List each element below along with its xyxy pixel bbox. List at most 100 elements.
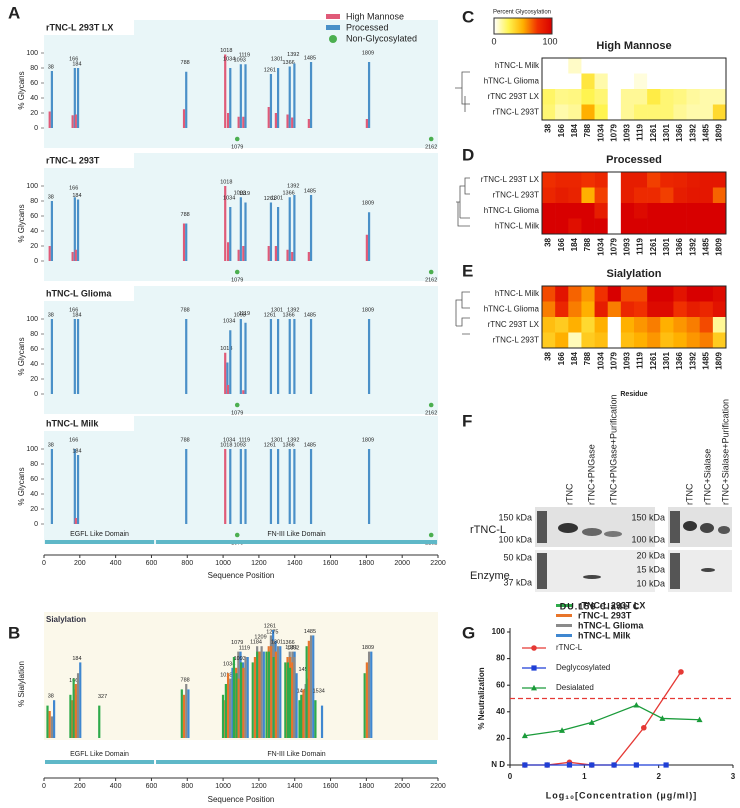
bar (265, 651, 268, 738)
site-label: 1485 (304, 442, 316, 448)
bar (182, 223, 186, 261)
non-glycosylated-label: 2162 (425, 410, 437, 416)
bar (76, 455, 80, 524)
column-label: 1119 (636, 351, 645, 368)
x-axis-label: Residue (620, 391, 647, 398)
heatmap-cell (581, 104, 595, 121)
heatmap-cell (581, 172, 595, 188)
site-label: 1093 (234, 312, 246, 318)
heatmap-cell (542, 218, 556, 235)
column-label: 1079 (609, 351, 618, 369)
marker-label: 10 kDa (636, 578, 665, 588)
heatmap-title: Sialylation (606, 268, 661, 280)
site-label: 1485 (304, 188, 316, 194)
bar (237, 678, 240, 738)
bar (309, 319, 313, 394)
x-tick-label: 1800 (359, 560, 375, 567)
bar (300, 694, 303, 738)
row-label: Enzyme (470, 570, 510, 582)
bar (221, 694, 225, 738)
bar (288, 319, 291, 394)
bar (276, 207, 280, 261)
y-tick-label: 80 (30, 331, 38, 338)
site-label: 1301 (271, 195, 283, 201)
column-label: 1261 (649, 351, 658, 369)
heatmap-cell (673, 301, 687, 318)
heatmap-cell (686, 104, 701, 121)
legend-label: hTNC-L Milk (578, 630, 631, 640)
heatmap-title: Processed (606, 154, 662, 166)
domain-bar (156, 760, 437, 764)
y-axis-label: % Glycans (17, 467, 26, 505)
bar (224, 684, 227, 738)
heatmap-cell (660, 58, 674, 74)
heatmap-cell (699, 187, 714, 204)
site-label: 166 (69, 186, 78, 192)
y-tick-label: 0 (34, 391, 38, 398)
y-tick-label: 60 (30, 476, 38, 483)
heatmap-cell (699, 332, 714, 349)
bar (50, 716, 54, 738)
heatmap-cell (607, 89, 622, 105)
heatmap-cell (712, 58, 727, 74)
row-label: rTNC-L 293T (493, 107, 539, 116)
heatmap-cell (634, 317, 648, 333)
x-tick-label: 200 (74, 783, 86, 790)
site-label: 1485 (304, 55, 316, 61)
site-label: 1366 (283, 312, 295, 318)
heatmap-cell (673, 218, 687, 235)
heatmap-cell (634, 218, 648, 235)
site-label: 1018 (220, 672, 232, 678)
legend-label: Non-Glycosylated (346, 33, 417, 43)
band (700, 523, 714, 533)
site-label: 1366 (283, 442, 295, 448)
legend-swatch (329, 35, 337, 43)
bar (367, 62, 371, 128)
band (604, 531, 622, 537)
y-tick-label: 20 (30, 110, 38, 117)
bar (244, 449, 247, 524)
non-glycosylated-dot (428, 136, 434, 142)
heatmap-cell (647, 286, 661, 302)
heatmap-cell (555, 89, 569, 105)
x-tick-label: 0 (508, 772, 513, 781)
y-axis-label: % Glycans (17, 204, 26, 242)
point (633, 762, 639, 768)
subplot-title: hTNC-L Glioma (46, 288, 112, 298)
bar (231, 667, 234, 738)
site-label: 166 (69, 56, 78, 62)
x-tick-label: 1600 (323, 560, 339, 567)
heatmap-cell (594, 203, 609, 219)
site-label: 1301 (271, 640, 283, 646)
heatmap-cell (620, 73, 635, 90)
site-label: 1809 (362, 50, 374, 56)
heatmap-border (541, 285, 727, 349)
row-label: rTNC-L 293T (493, 190, 539, 199)
site-label: 1301 (271, 307, 283, 313)
site-label: 184 (72, 312, 81, 318)
bar (367, 651, 371, 738)
bar (307, 640, 310, 738)
heatmap-cell (607, 73, 622, 90)
column-label: 1809 (715, 123, 724, 141)
bar (73, 319, 76, 394)
column-label: 1261 (649, 123, 658, 141)
bar (274, 651, 277, 738)
heatmap-cell (647, 104, 661, 121)
bar (71, 252, 74, 261)
panel-letter: A (8, 3, 20, 22)
bar (309, 635, 313, 738)
heatmap-cell (581, 187, 595, 204)
heatmap-cell (594, 89, 609, 105)
site-label: 184 (72, 448, 81, 454)
column-label: 1366 (675, 237, 684, 255)
legend-swatch (556, 604, 572, 607)
column-label: 1119 (636, 123, 645, 140)
bar (267, 651, 271, 738)
column-label: 166 (557, 123, 566, 137)
legend-marker (531, 665, 537, 671)
x-tick-label: 600 (146, 783, 158, 790)
column-label: 1261 (649, 237, 658, 255)
heatmap-cell (542, 286, 556, 302)
x-tick-label: 1200 (251, 783, 267, 790)
